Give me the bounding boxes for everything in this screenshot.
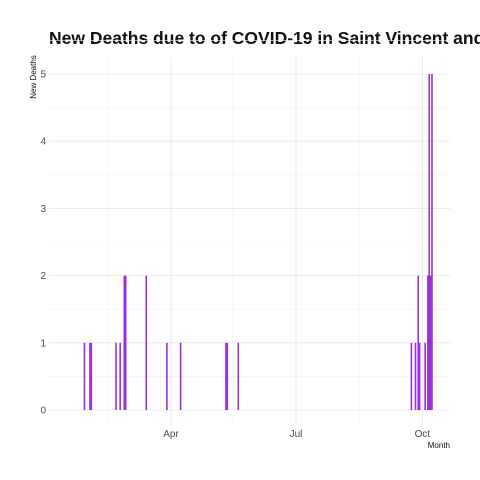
bar [145,275,148,410]
y-axis-label: New Deaths [29,55,38,99]
x-tick-label: Oct [415,429,431,440]
y-tick-label: 5 [40,70,46,81]
bar [89,342,91,410]
bar [414,342,417,410]
x-tick-label: Jul [290,429,303,440]
grid [49,40,450,426]
bar [166,342,168,410]
x-axis-label: Month [428,441,450,450]
y-tick-label: 1 [40,338,46,349]
bar [424,342,426,410]
y-tick-label: 2 [40,271,46,282]
x-tick-labels: Apr Jul Oct [163,429,430,440]
bar [417,275,420,410]
bars [83,74,433,410]
bar [90,342,93,410]
bar [124,275,127,410]
bar [119,342,121,410]
bar [428,74,431,410]
bar [431,74,433,410]
bar [123,275,126,410]
bar [427,275,429,410]
bar [225,342,227,410]
y-tick-label: 4 [40,137,46,148]
chart-title: New Deaths due to of COVID-19 in Saint V… [49,28,480,48]
bar [429,275,432,410]
y-tick-label: 0 [40,406,46,417]
bar [410,342,413,410]
bar [115,342,117,410]
bar [418,342,421,410]
bar [226,342,229,410]
x-tick-label: Apr [163,429,179,440]
bar [237,342,240,410]
bar [179,342,182,410]
y-tick-label: 3 [40,204,46,215]
y-tick-labels: 0 1 2 3 4 5 [40,70,46,417]
bar [83,342,86,410]
